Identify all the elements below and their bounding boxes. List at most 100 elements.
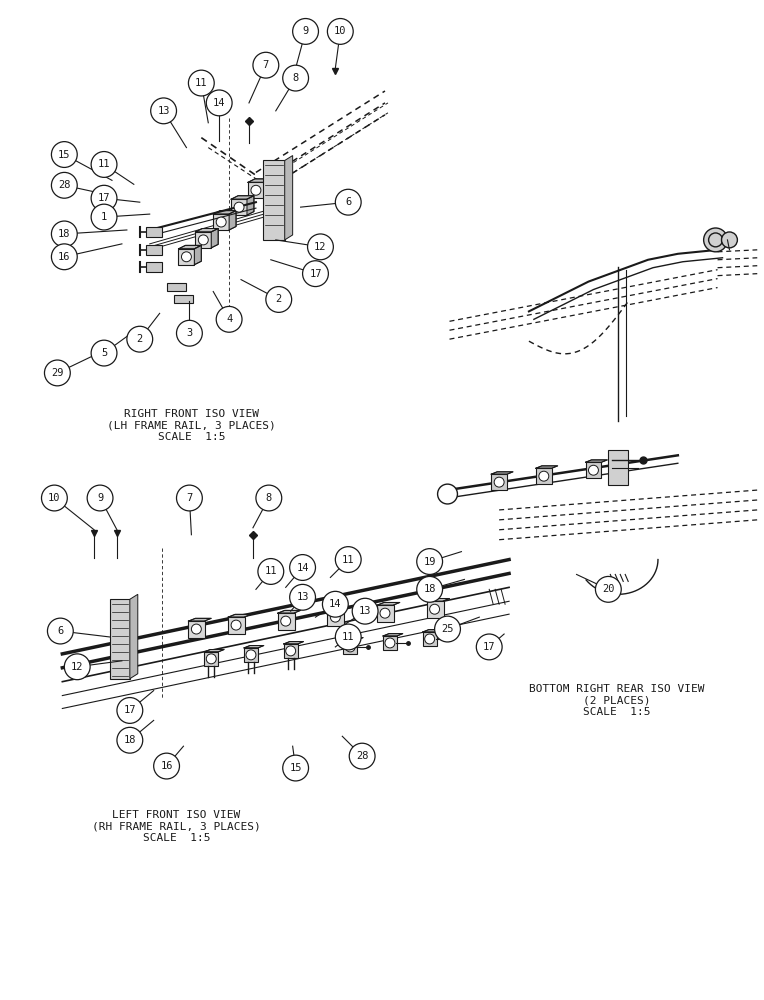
Text: 12: 12 — [314, 242, 327, 252]
Circle shape — [216, 217, 226, 227]
Text: 10: 10 — [334, 26, 347, 36]
Circle shape — [303, 261, 329, 287]
Polygon shape — [179, 245, 202, 249]
Circle shape — [708, 233, 723, 247]
Polygon shape — [264, 179, 270, 198]
Text: 16: 16 — [58, 252, 70, 262]
Bar — [608, 450, 628, 485]
Text: 8: 8 — [293, 73, 299, 83]
Circle shape — [117, 698, 143, 723]
Circle shape — [322, 591, 348, 617]
Circle shape — [352, 598, 378, 624]
Bar — [167, 283, 186, 291]
Text: 25: 25 — [442, 624, 454, 634]
Text: 1: 1 — [101, 212, 107, 222]
Circle shape — [206, 90, 232, 116]
Text: 16: 16 — [160, 761, 173, 771]
Polygon shape — [536, 466, 558, 468]
Polygon shape — [328, 606, 350, 609]
Bar — [189, 621, 206, 638]
Circle shape — [330, 612, 340, 622]
Circle shape — [192, 624, 202, 634]
Polygon shape — [196, 228, 219, 232]
Polygon shape — [204, 650, 224, 652]
Circle shape — [380, 608, 390, 618]
Circle shape — [182, 252, 192, 262]
Polygon shape — [278, 610, 300, 613]
Text: 19: 19 — [423, 557, 436, 567]
Circle shape — [216, 306, 242, 332]
Bar — [491, 474, 507, 490]
Text: 18: 18 — [124, 735, 136, 745]
Polygon shape — [585, 460, 607, 462]
Circle shape — [290, 555, 316, 580]
Circle shape — [91, 204, 117, 230]
Circle shape — [335, 189, 361, 215]
Text: 13: 13 — [157, 106, 170, 116]
Circle shape — [266, 287, 292, 312]
Polygon shape — [194, 245, 202, 265]
Text: LEFT FRONT ISO VIEW
(RH FRAME RAIL, 3 PLACES)
SCALE  1:5: LEFT FRONT ISO VIEW (RH FRAME RAIL, 3 PL… — [92, 810, 261, 843]
Circle shape — [290, 584, 316, 610]
Text: 6: 6 — [345, 197, 351, 207]
Circle shape — [429, 604, 439, 614]
Bar — [244, 648, 258, 662]
Circle shape — [44, 360, 70, 386]
Circle shape — [425, 634, 435, 644]
Text: 17: 17 — [98, 193, 110, 203]
Circle shape — [416, 549, 442, 574]
Text: 7: 7 — [186, 493, 193, 503]
Polygon shape — [212, 228, 219, 248]
Polygon shape — [377, 602, 400, 605]
Text: 2: 2 — [137, 334, 143, 344]
Circle shape — [335, 624, 361, 650]
Circle shape — [41, 485, 67, 511]
Polygon shape — [213, 211, 236, 214]
Text: 17: 17 — [309, 269, 322, 279]
Circle shape — [286, 646, 296, 656]
Polygon shape — [244, 646, 264, 648]
Circle shape — [253, 52, 279, 78]
Circle shape — [51, 142, 77, 167]
Circle shape — [199, 235, 209, 245]
Bar — [248, 182, 264, 198]
Text: 12: 12 — [71, 662, 83, 672]
Polygon shape — [422, 630, 442, 632]
Circle shape — [256, 485, 282, 511]
Text: 9: 9 — [303, 26, 309, 36]
Text: 17: 17 — [483, 642, 496, 652]
Bar — [228, 617, 245, 634]
Circle shape — [127, 326, 153, 352]
Text: 15: 15 — [290, 763, 302, 773]
Polygon shape — [247, 196, 254, 215]
Circle shape — [435, 616, 461, 642]
Text: 13: 13 — [296, 592, 309, 602]
Bar — [179, 249, 194, 265]
Circle shape — [494, 477, 504, 487]
Circle shape — [47, 618, 73, 644]
Circle shape — [91, 340, 117, 366]
Bar — [146, 262, 162, 272]
Bar — [278, 613, 295, 630]
Text: 11: 11 — [264, 566, 277, 576]
Circle shape — [176, 320, 202, 346]
Text: 13: 13 — [359, 606, 371, 616]
Bar — [110, 599, 130, 679]
Circle shape — [91, 152, 117, 177]
Bar — [343, 640, 358, 654]
Text: 14: 14 — [296, 563, 309, 573]
Bar — [213, 214, 229, 230]
Text: 14: 14 — [329, 599, 342, 609]
Circle shape — [588, 465, 598, 475]
Text: 7: 7 — [263, 60, 269, 70]
Polygon shape — [130, 594, 138, 679]
Bar — [377, 605, 394, 622]
Bar — [328, 609, 345, 626]
Circle shape — [416, 576, 442, 602]
Circle shape — [283, 755, 309, 781]
Circle shape — [293, 19, 319, 44]
Text: 11: 11 — [342, 632, 354, 642]
Text: 14: 14 — [213, 98, 225, 108]
Text: BOTTOM RIGHT REAR ISO VIEW
(2 PLACES)
SCALE  1:5: BOTTOM RIGHT REAR ISO VIEW (2 PLACES) SC… — [529, 684, 704, 717]
Text: 5: 5 — [101, 348, 107, 358]
